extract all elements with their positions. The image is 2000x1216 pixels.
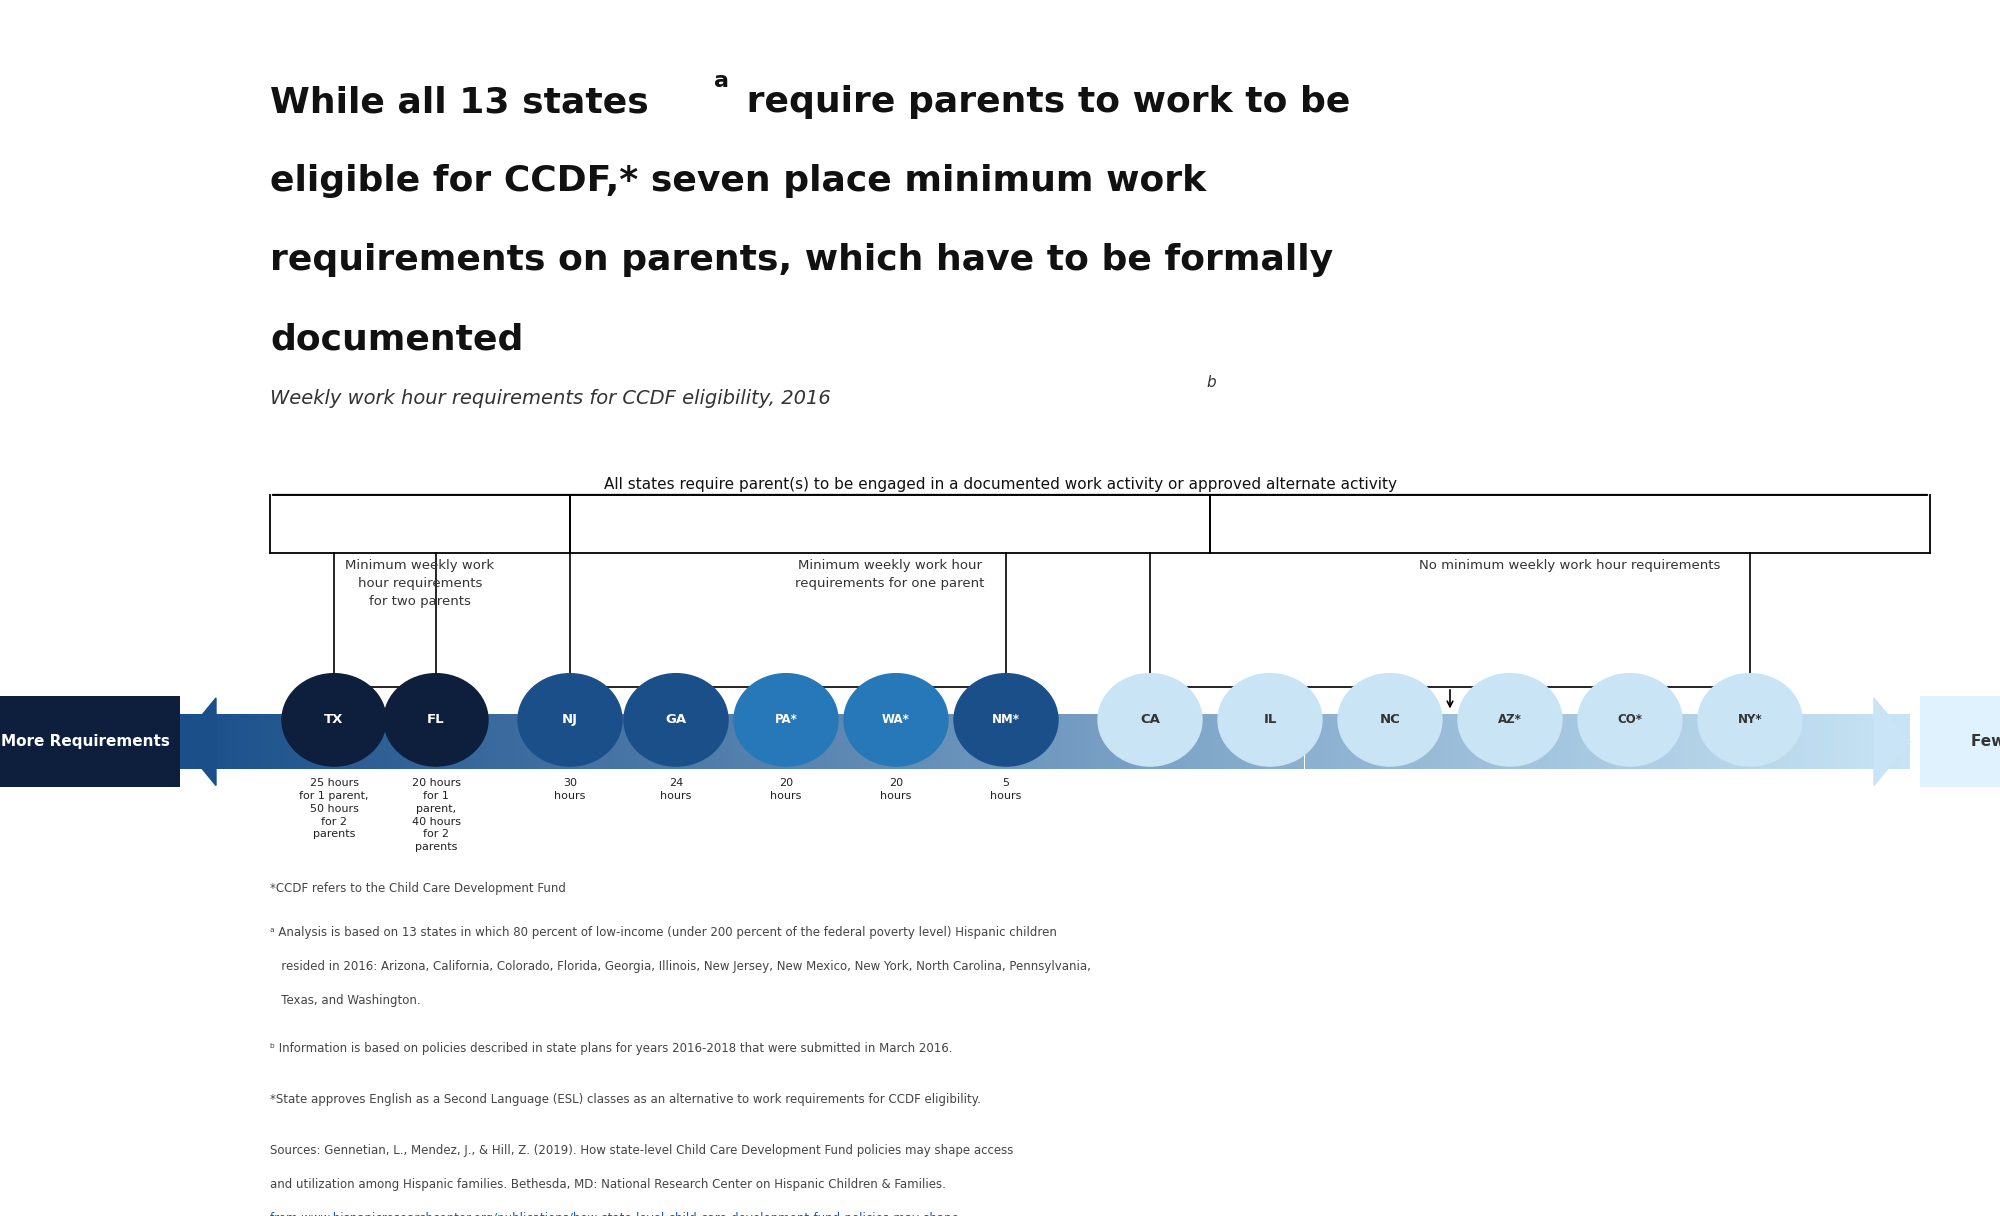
Text: No minimum weekly work hour requirements: No minimum weekly work hour requirements xyxy=(1420,559,1720,573)
Text: *CCDF refers to the Child Care Development Fund: *CCDF refers to the Child Care Developme… xyxy=(270,882,566,895)
Polygon shape xyxy=(180,698,216,786)
Text: All states require parent(s) to be engaged in a documented work activity or appr: All states require parent(s) to be engag… xyxy=(604,478,1396,492)
Polygon shape xyxy=(1874,698,1910,786)
Text: Texas, and Washington.: Texas, and Washington. xyxy=(270,993,420,1007)
Text: a: a xyxy=(714,71,728,90)
Text: GA: GA xyxy=(666,714,686,726)
Text: from www.hispanicresearchcenter.org/publications/how-state-level-child-care-deve: from www.hispanicresearchcenter.org/publ… xyxy=(270,1212,964,1216)
Text: NC: NC xyxy=(1380,714,1400,726)
Ellipse shape xyxy=(384,674,488,766)
Text: documented: documented xyxy=(270,322,524,356)
Text: IL: IL xyxy=(1264,714,1276,726)
Text: AZ*: AZ* xyxy=(1498,714,1522,726)
Ellipse shape xyxy=(1098,674,1202,766)
Text: PA*: PA* xyxy=(774,714,798,726)
Text: 25 hours
for 1 parent,
50 hours
for 2
parents: 25 hours for 1 parent, 50 hours for 2 pa… xyxy=(300,778,368,839)
Text: and utilization among Hispanic families. Bethesda, MD: National Research Center : and utilization among Hispanic families.… xyxy=(270,1178,946,1190)
Text: NM*: NM* xyxy=(992,714,1020,726)
Text: FL: FL xyxy=(428,714,444,726)
Text: require parents to work to be: require parents to work to be xyxy=(734,85,1350,119)
Text: NY*: NY* xyxy=(1738,714,1762,726)
Text: Weekly work hour requirements for CCDF eligibility, 2016: Weekly work hour requirements for CCDF e… xyxy=(270,389,830,409)
Text: 20 hours
for 1
parent,
40 hours
for 2
parents: 20 hours for 1 parent, 40 hours for 2 pa… xyxy=(412,778,460,852)
Text: 30
hours: 30 hours xyxy=(554,778,586,801)
Text: More Requirements: More Requirements xyxy=(0,734,170,749)
Ellipse shape xyxy=(624,674,728,766)
Text: ᵃ Analysis is based on 13 states in which 80 percent of low-income (under 200 pe: ᵃ Analysis is based on 13 states in whic… xyxy=(270,925,1056,939)
Ellipse shape xyxy=(954,674,1058,766)
Text: CA: CA xyxy=(1140,714,1160,726)
Ellipse shape xyxy=(1698,674,1802,766)
Text: Minimum weekly work
hour requirements
for two parents: Minimum weekly work hour requirements fo… xyxy=(346,559,494,608)
Ellipse shape xyxy=(844,674,948,766)
Ellipse shape xyxy=(1458,674,1562,766)
Text: Fewer Requirements: Fewer Requirements xyxy=(1972,734,2000,749)
Text: 20
hours: 20 hours xyxy=(770,778,802,801)
Ellipse shape xyxy=(1578,674,1682,766)
Text: resided in 2016: Arizona, California, Colorado, Florida, Georgia, Illinois, New : resided in 2016: Arizona, California, Co… xyxy=(270,959,1090,973)
Ellipse shape xyxy=(1218,674,1322,766)
Text: *State approves English as a Second Language (ESL) classes as an alternative to : *State approves English as a Second Lang… xyxy=(270,1093,980,1105)
FancyBboxPatch shape xyxy=(1920,696,2000,788)
Text: requirements on parents, which have to be formally: requirements on parents, which have to b… xyxy=(270,243,1334,277)
FancyBboxPatch shape xyxy=(0,696,180,788)
Text: While all 13 states: While all 13 states xyxy=(270,85,648,119)
Text: 5
hours: 5 hours xyxy=(990,778,1022,801)
Text: WA*: WA* xyxy=(882,714,910,726)
Text: Minimum weekly work hour
requirements for one parent: Minimum weekly work hour requirements fo… xyxy=(796,559,984,590)
Text: 20
hours: 20 hours xyxy=(880,778,912,801)
Ellipse shape xyxy=(518,674,622,766)
Text: ᵇ Information is based on policies described in state plans for years 2016-2018 : ᵇ Information is based on policies descr… xyxy=(270,1042,952,1054)
Ellipse shape xyxy=(1338,674,1442,766)
Text: eligible for CCDF,* seven place minimum work: eligible for CCDF,* seven place minimum … xyxy=(270,164,1206,198)
Text: b: b xyxy=(1206,375,1216,389)
Text: NJ: NJ xyxy=(562,714,578,726)
Text: Sources: Gennetian, L., Mendez, J., & Hill, Z. (2019). How state-level Child Car: Sources: Gennetian, L., Mendez, J., & Hi… xyxy=(270,1144,1014,1156)
Text: TX: TX xyxy=(324,714,344,726)
Text: CO*: CO* xyxy=(1618,714,1642,726)
Ellipse shape xyxy=(734,674,838,766)
Text: 24
hours: 24 hours xyxy=(660,778,692,801)
Ellipse shape xyxy=(282,674,386,766)
